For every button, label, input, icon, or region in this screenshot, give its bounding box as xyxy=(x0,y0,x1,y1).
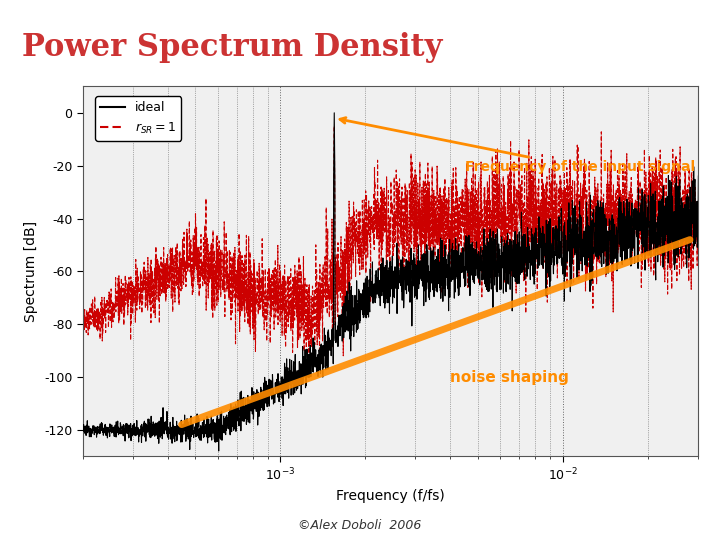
$r_{SR}=1$ xyxy=(315,357,324,363)
ideal xyxy=(683,265,691,271)
$r_{SR}=1$ xyxy=(185,238,194,244)
Text: Frequency of the input signal: Frequency of the input signal xyxy=(340,118,695,174)
$r_{SR}=1$ xyxy=(78,317,87,323)
ideal xyxy=(185,435,194,441)
Y-axis label: Spectrum [dB]: Spectrum [dB] xyxy=(24,221,38,322)
ideal xyxy=(341,320,350,326)
ideal xyxy=(215,448,223,454)
$r_{SR}=1$ xyxy=(149,294,158,300)
$r_{SR}=1$ xyxy=(683,186,691,192)
$r_{SR}=1$ xyxy=(341,249,350,255)
ideal xyxy=(330,110,338,116)
$r_{SR}=1$ xyxy=(616,187,625,194)
X-axis label: Frequency (f/fs): Frequency (f/fs) xyxy=(336,489,445,503)
ideal xyxy=(616,253,625,260)
$r_{SR}=1$ xyxy=(330,123,338,129)
ideal xyxy=(694,173,703,179)
Text: noise shaping: noise shaping xyxy=(451,369,570,384)
ideal xyxy=(315,347,323,353)
ideal xyxy=(149,431,158,438)
ideal xyxy=(78,427,87,434)
$r_{SR}=1$ xyxy=(694,212,703,218)
Line: $r_{SR}=1$: $r_{SR}=1$ xyxy=(83,126,698,360)
Legend: ideal, $r_{SR}=1$: ideal, $r_{SR}=1$ xyxy=(95,96,181,141)
Line: ideal: ideal xyxy=(83,113,698,451)
Text: ©Alex Doboli  2006: ©Alex Doboli 2006 xyxy=(298,519,422,532)
Text: Power Spectrum Density: Power Spectrum Density xyxy=(22,32,442,63)
$r_{SR}=1$ xyxy=(315,334,323,340)
